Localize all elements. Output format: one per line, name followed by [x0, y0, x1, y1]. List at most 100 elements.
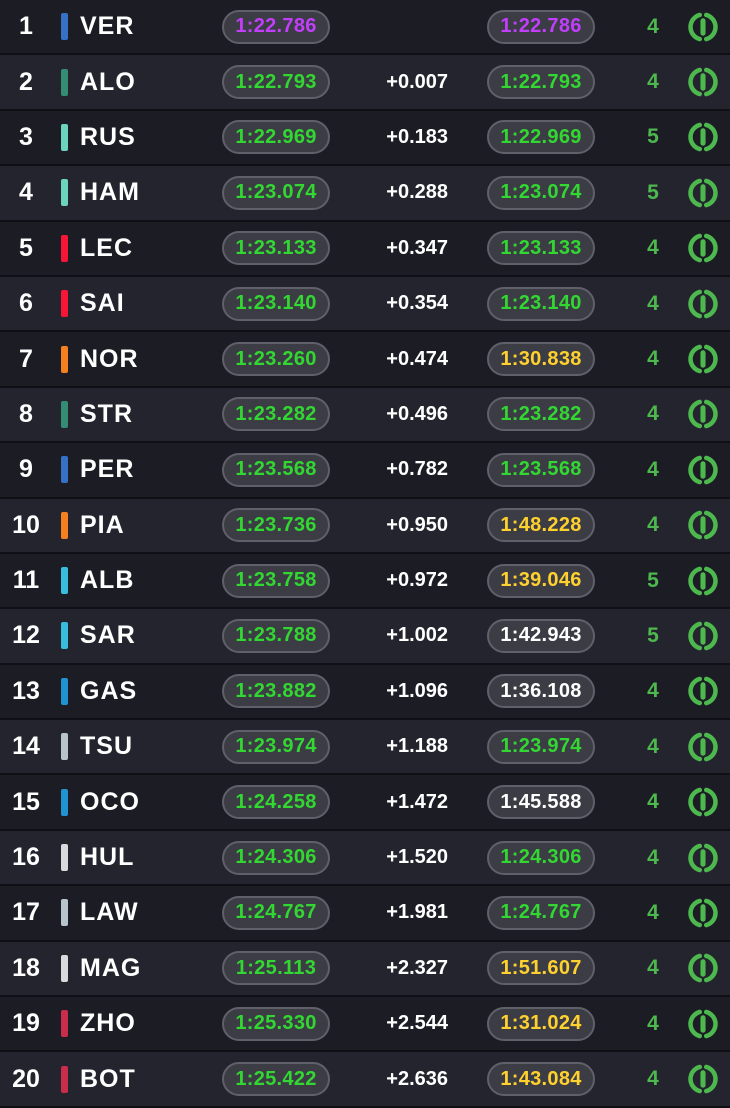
driver-code: PIA [80, 510, 125, 539]
last-lap-time: 1:36.108 [487, 674, 595, 709]
driver-code: RUS [80, 122, 136, 151]
table-row: 4 HAM 1:23.074 +0.288 1:23.074 5 [0, 166, 730, 222]
table-row: 15 OCO 1:24.258 +1.472 1:45.588 4 [0, 775, 730, 831]
table-row: 19 ZHO 1:25.330 +2.544 1:31.024 4 [0, 997, 730, 1053]
table-row: 10 PIA 1:23.736 +0.950 1:48.228 4 [0, 498, 730, 554]
driver-code: OCO [80, 787, 140, 816]
driver-code: LEC [80, 233, 133, 262]
lap-count: 4 [647, 845, 659, 869]
table-row: 3 RUS 1:22.969 +0.183 1:22.969 5 [0, 110, 730, 167]
table-row: 16 HUL 1:24.306 +1.520 1:24.306 4 [0, 830, 730, 887]
driver-code: ZHO [80, 1009, 136, 1038]
last-lap-time: 1:22.793 [487, 65, 595, 100]
table-row: 2 ALO 1:22.793 +0.007 1:22.793 4 [0, 55, 730, 111]
position-number: 17 [12, 898, 40, 927]
table-row: 14 TSU 1:23.974 +1.188 1:23.974 4 [0, 720, 730, 776]
last-lap-time: 1:23.133 [487, 231, 595, 266]
last-lap-time: 1:23.568 [487, 452, 595, 487]
driver-code: SAR [80, 621, 136, 650]
position-number: 20 [12, 1064, 40, 1093]
best-lap-time: 1:22.969 [222, 120, 330, 155]
last-lap-time: 1:23.282 [487, 397, 595, 432]
intermediate-tyre-icon [676, 508, 730, 542]
position-number: 19 [12, 1009, 40, 1038]
last-lap-time: 1:48.228 [487, 508, 595, 543]
table-row: 6 SAI 1:23.140 +0.354 1:23.140 4 [0, 276, 730, 333]
best-lap-time: 1:25.330 [222, 1006, 330, 1041]
team-color-bar [52, 68, 76, 96]
lap-count: 4 [647, 402, 659, 426]
intermediate-tyre-icon [676, 674, 730, 708]
gap-to-leader: +1.096 [386, 679, 448, 702]
team-color-bar [52, 1065, 76, 1093]
lap-count: 4 [647, 956, 659, 980]
intermediate-tyre-icon [676, 619, 730, 653]
driver-code: HAM [80, 178, 140, 207]
team-color-bar [52, 511, 76, 539]
team-color-bar [52, 234, 76, 262]
team-color-bar [52, 123, 76, 151]
gap-to-leader: +1.981 [386, 901, 448, 924]
position-number: 12 [12, 621, 40, 650]
driver-code: VER [80, 12, 135, 41]
driver-code: TSU [80, 732, 133, 761]
best-lap-time: 1:23.282 [222, 397, 330, 432]
table-row: 7 NOR 1:23.260 +0.474 1:30.838 4 [0, 332, 730, 388]
position-number: 5 [19, 233, 33, 262]
last-lap-time: 1:51.607 [487, 951, 595, 986]
driver-code: LAW [80, 898, 139, 927]
last-lap-time: 1:45.588 [487, 785, 595, 820]
gap-to-leader: +0.183 [386, 125, 448, 148]
intermediate-tyre-icon [676, 176, 730, 210]
best-lap-time: 1:23.140 [222, 286, 330, 321]
last-lap-time: 1:22.969 [487, 120, 595, 155]
driver-code: MAG [80, 953, 142, 982]
best-lap-time: 1:24.767 [222, 895, 330, 930]
lap-count: 4 [647, 291, 659, 315]
position-number: 2 [19, 67, 33, 96]
last-lap-time: 1:22.786 [487, 9, 595, 44]
table-row: 8 STR 1:23.282 +0.496 1:23.282 4 [0, 387, 730, 444]
lap-count: 5 [647, 180, 659, 204]
position-number: 1 [19, 12, 33, 41]
gap-to-leader: +1.002 [386, 624, 448, 647]
best-lap-time: 1:23.260 [222, 342, 330, 377]
team-color-bar [52, 844, 76, 872]
driver-code: PER [80, 455, 135, 484]
intermediate-tyre-icon [676, 287, 730, 321]
lap-count: 4 [647, 70, 659, 94]
best-lap-time: 1:23.758 [222, 563, 330, 598]
last-lap-time: 1:42.943 [487, 618, 595, 653]
position-number: 6 [19, 289, 33, 318]
lap-count: 4 [647, 236, 659, 260]
table-row: 18 MAG 1:25.113 +2.327 1:51.607 4 [0, 941, 730, 998]
gap-to-leader: +1.188 [386, 735, 448, 758]
intermediate-tyre-icon [676, 841, 730, 875]
best-lap-time: 1:25.113 [222, 951, 330, 986]
gap-to-leader: +0.950 [386, 513, 448, 536]
best-lap-time: 1:23.974 [222, 729, 330, 764]
team-color-bar [52, 13, 76, 41]
lap-count: 4 [647, 1067, 659, 1091]
team-color-bar [52, 899, 76, 927]
lap-count: 4 [647, 347, 659, 371]
gap-to-leader: +1.472 [386, 790, 448, 813]
best-lap-time: 1:23.568 [222, 452, 330, 487]
last-lap-time: 1:24.767 [487, 895, 595, 930]
gap-to-leader: +2.327 [386, 956, 448, 979]
intermediate-tyre-icon [676, 730, 730, 764]
gap-to-leader: +0.347 [386, 236, 448, 259]
best-lap-time: 1:23.133 [222, 231, 330, 266]
best-lap-time: 1:23.736 [222, 508, 330, 543]
gap-to-leader: +0.288 [386, 181, 448, 204]
last-lap-time: 1:23.074 [487, 175, 595, 210]
best-lap-time: 1:23.882 [222, 674, 330, 709]
position-number: 15 [12, 787, 40, 816]
last-lap-time: 1:31.024 [487, 1006, 595, 1041]
last-lap-time: 1:24.306 [487, 840, 595, 875]
team-color-bar [52, 954, 76, 982]
lap-count: 5 [647, 568, 659, 592]
gap-to-leader: +0.782 [386, 458, 448, 481]
